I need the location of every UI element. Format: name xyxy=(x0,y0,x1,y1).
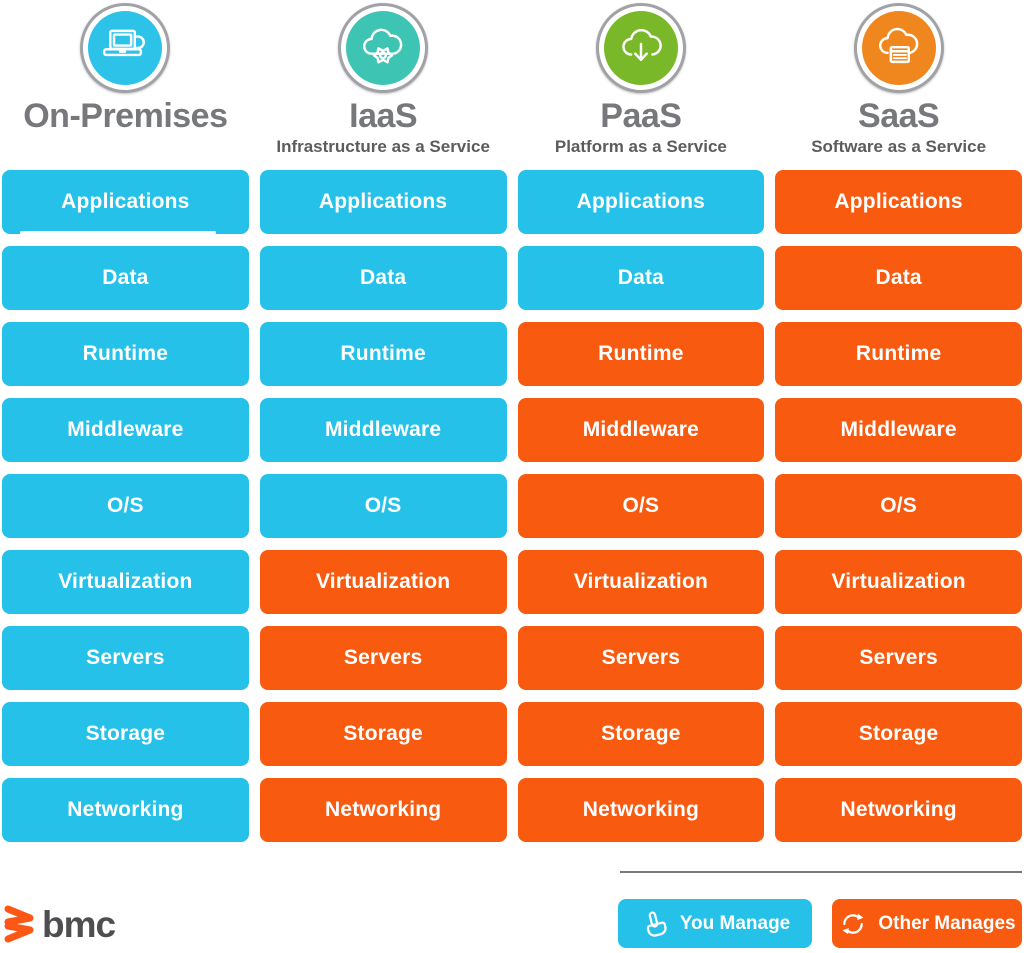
you-manage-label: You Manage xyxy=(679,912,791,934)
highlight-underline xyxy=(20,231,216,234)
cell-on-premises-networking: Networking xyxy=(2,778,249,842)
column-header-on-premises: On-Premises xyxy=(2,0,249,170)
cell-paas-middleware: Middleware xyxy=(517,398,765,462)
refresh-icon xyxy=(842,913,864,934)
cell-saas-runtime: Runtime xyxy=(775,322,1022,386)
column-title: IaaS xyxy=(349,97,418,135)
cell-paas-runtime: Runtime xyxy=(517,322,765,386)
cell-iaas-storage: Storage xyxy=(259,702,507,766)
cell-paas-storage: Storage xyxy=(517,702,765,766)
laptop-icon xyxy=(103,29,146,57)
cell-iaas-runtime: Runtime xyxy=(259,322,507,386)
cell-on-premises-runtime: Runtime xyxy=(2,322,249,386)
cell-iaas-o-s: O/S xyxy=(259,474,507,538)
cell-saas-virtualization: Virtualization xyxy=(775,550,1022,614)
footer: bmc You Manage Other Manages xyxy=(0,842,1024,953)
cell-saas-applications: Applications xyxy=(775,170,1022,234)
brand-name: bmc xyxy=(42,903,116,945)
cell-on-premises-servers: Servers xyxy=(2,626,249,690)
cell-on-premises-data: Data xyxy=(2,246,249,310)
cell-paas-applications: Applications xyxy=(517,170,765,234)
cell-on-premises-applications: Applications xyxy=(2,170,249,234)
cloud-gear-icon xyxy=(363,28,403,64)
column-title: On-Premises xyxy=(23,97,228,135)
cell-saas-networking: Networking xyxy=(775,778,1022,842)
header: On-Premises IaaS Infrastructure as a Ser… xyxy=(0,0,1024,170)
column-header-paas: PaaS Platform as a Service xyxy=(518,0,765,170)
cell-on-premises-middleware: Middleware xyxy=(2,398,249,462)
cell-paas-servers: Servers xyxy=(517,626,765,690)
cell-saas-o-s: O/S xyxy=(775,474,1022,538)
cell-iaas-middleware: Middleware xyxy=(259,398,507,462)
cell-saas-middleware: Middleware xyxy=(775,398,1022,462)
cell-paas-o-s: O/S xyxy=(517,474,765,538)
column-header-saas: SaaS Software as a Service xyxy=(775,0,1022,170)
column-subtitle: Platform as a Service xyxy=(554,136,727,156)
cell-saas-storage: Storage xyxy=(775,702,1022,766)
cloud-app-icon xyxy=(878,27,918,64)
cloud-download-icon xyxy=(622,28,662,62)
cell-on-premises-virtualization: Virtualization xyxy=(2,550,249,614)
hand-pointer-icon xyxy=(646,911,667,937)
bmc-mark-icon xyxy=(4,905,34,943)
paas-badge xyxy=(595,3,686,93)
column-subtitle: Software as a Service xyxy=(811,136,987,156)
you-manage-chip: You Manage xyxy=(618,899,812,948)
cell-iaas-networking: Networking xyxy=(259,778,507,842)
cell-on-premises-o-s: O/S xyxy=(2,474,249,538)
cell-paas-virtualization: Virtualization xyxy=(517,550,765,614)
legend-divider xyxy=(620,871,1022,873)
cell-iaas-applications: Applications xyxy=(259,170,507,234)
column-title: PaaS xyxy=(600,97,682,135)
cell-paas-networking: Networking xyxy=(517,778,765,842)
column-title: SaaS xyxy=(858,97,940,135)
iaas-badge xyxy=(338,3,429,93)
cell-saas-data: Data xyxy=(775,246,1022,310)
cell-iaas-servers: Servers xyxy=(259,626,507,690)
column-subtitle: Infrastructure as a Service xyxy=(276,136,490,156)
column-header-iaas: IaaS Infrastructure as a Service xyxy=(260,0,507,170)
other-manages-chip: Other Manages xyxy=(832,899,1022,948)
other-manages-label: Other Manages xyxy=(878,912,1016,934)
cell-iaas-virtualization: Virtualization xyxy=(259,550,507,614)
cell-saas-servers: Servers xyxy=(775,626,1022,690)
on-premises-badge xyxy=(80,3,171,93)
saas-badge xyxy=(853,3,944,93)
cell-on-premises-storage: Storage xyxy=(2,702,249,766)
bmc-logo: bmc xyxy=(2,903,116,945)
cell-iaas-data: Data xyxy=(259,246,507,310)
stack-grid: Applications Applications Applications Appl… xyxy=(0,170,1024,842)
cell-paas-data: Data xyxy=(517,246,765,310)
